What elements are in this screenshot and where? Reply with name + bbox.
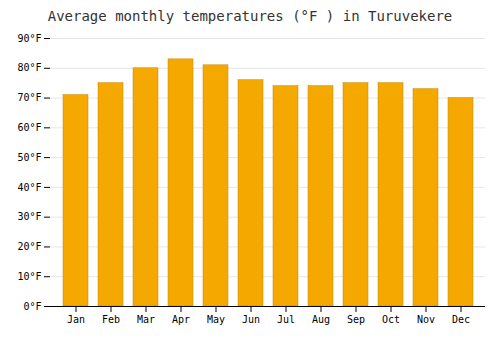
svg-text:Aug: Aug [312,314,330,325]
svg-text:Jul: Jul [277,314,295,325]
svg-text:Nov: Nov [417,314,435,325]
svg-text:10°F: 10°F [17,271,41,282]
svg-text:30°F: 30°F [17,211,41,222]
svg-text:May: May [207,314,225,325]
svg-text:Sep: Sep [347,314,365,325]
svg-text:80°F: 80°F [17,62,41,73]
svg-text:50°F: 50°F [17,152,41,163]
svg-text:90°F: 90°F [17,33,41,44]
svg-text:Apr: Apr [172,314,190,325]
svg-text:Jan: Jan [67,314,85,325]
svg-text:20°F: 20°F [17,241,41,252]
svg-text:60°F: 60°F [17,122,41,133]
html-text:Average monthly temperatures (: Average monthly temperatures (°F ) in Tu… [47,8,453,24]
svg-text:Mar: Mar [137,314,155,325]
svg-text:70°F: 70°F [17,92,41,103]
svg-text:Oct: Oct [382,314,400,325]
svg-text:Dec: Dec [452,314,470,325]
svg-text:Jun: Jun [242,314,260,325]
svg-text:0°F: 0°F [23,301,41,312]
svg-text:40°F: 40°F [17,182,41,193]
svg-text:Feb: Feb [102,314,120,325]
